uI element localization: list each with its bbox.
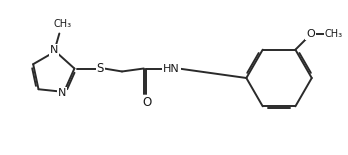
Text: N: N [50, 45, 58, 55]
Text: N: N [58, 88, 66, 98]
Text: S: S [96, 62, 104, 75]
Text: CH₃: CH₃ [53, 19, 71, 29]
Text: O: O [306, 29, 315, 39]
Text: O: O [142, 96, 151, 109]
Text: HN: HN [163, 64, 180, 73]
Text: CH₃: CH₃ [325, 29, 343, 39]
